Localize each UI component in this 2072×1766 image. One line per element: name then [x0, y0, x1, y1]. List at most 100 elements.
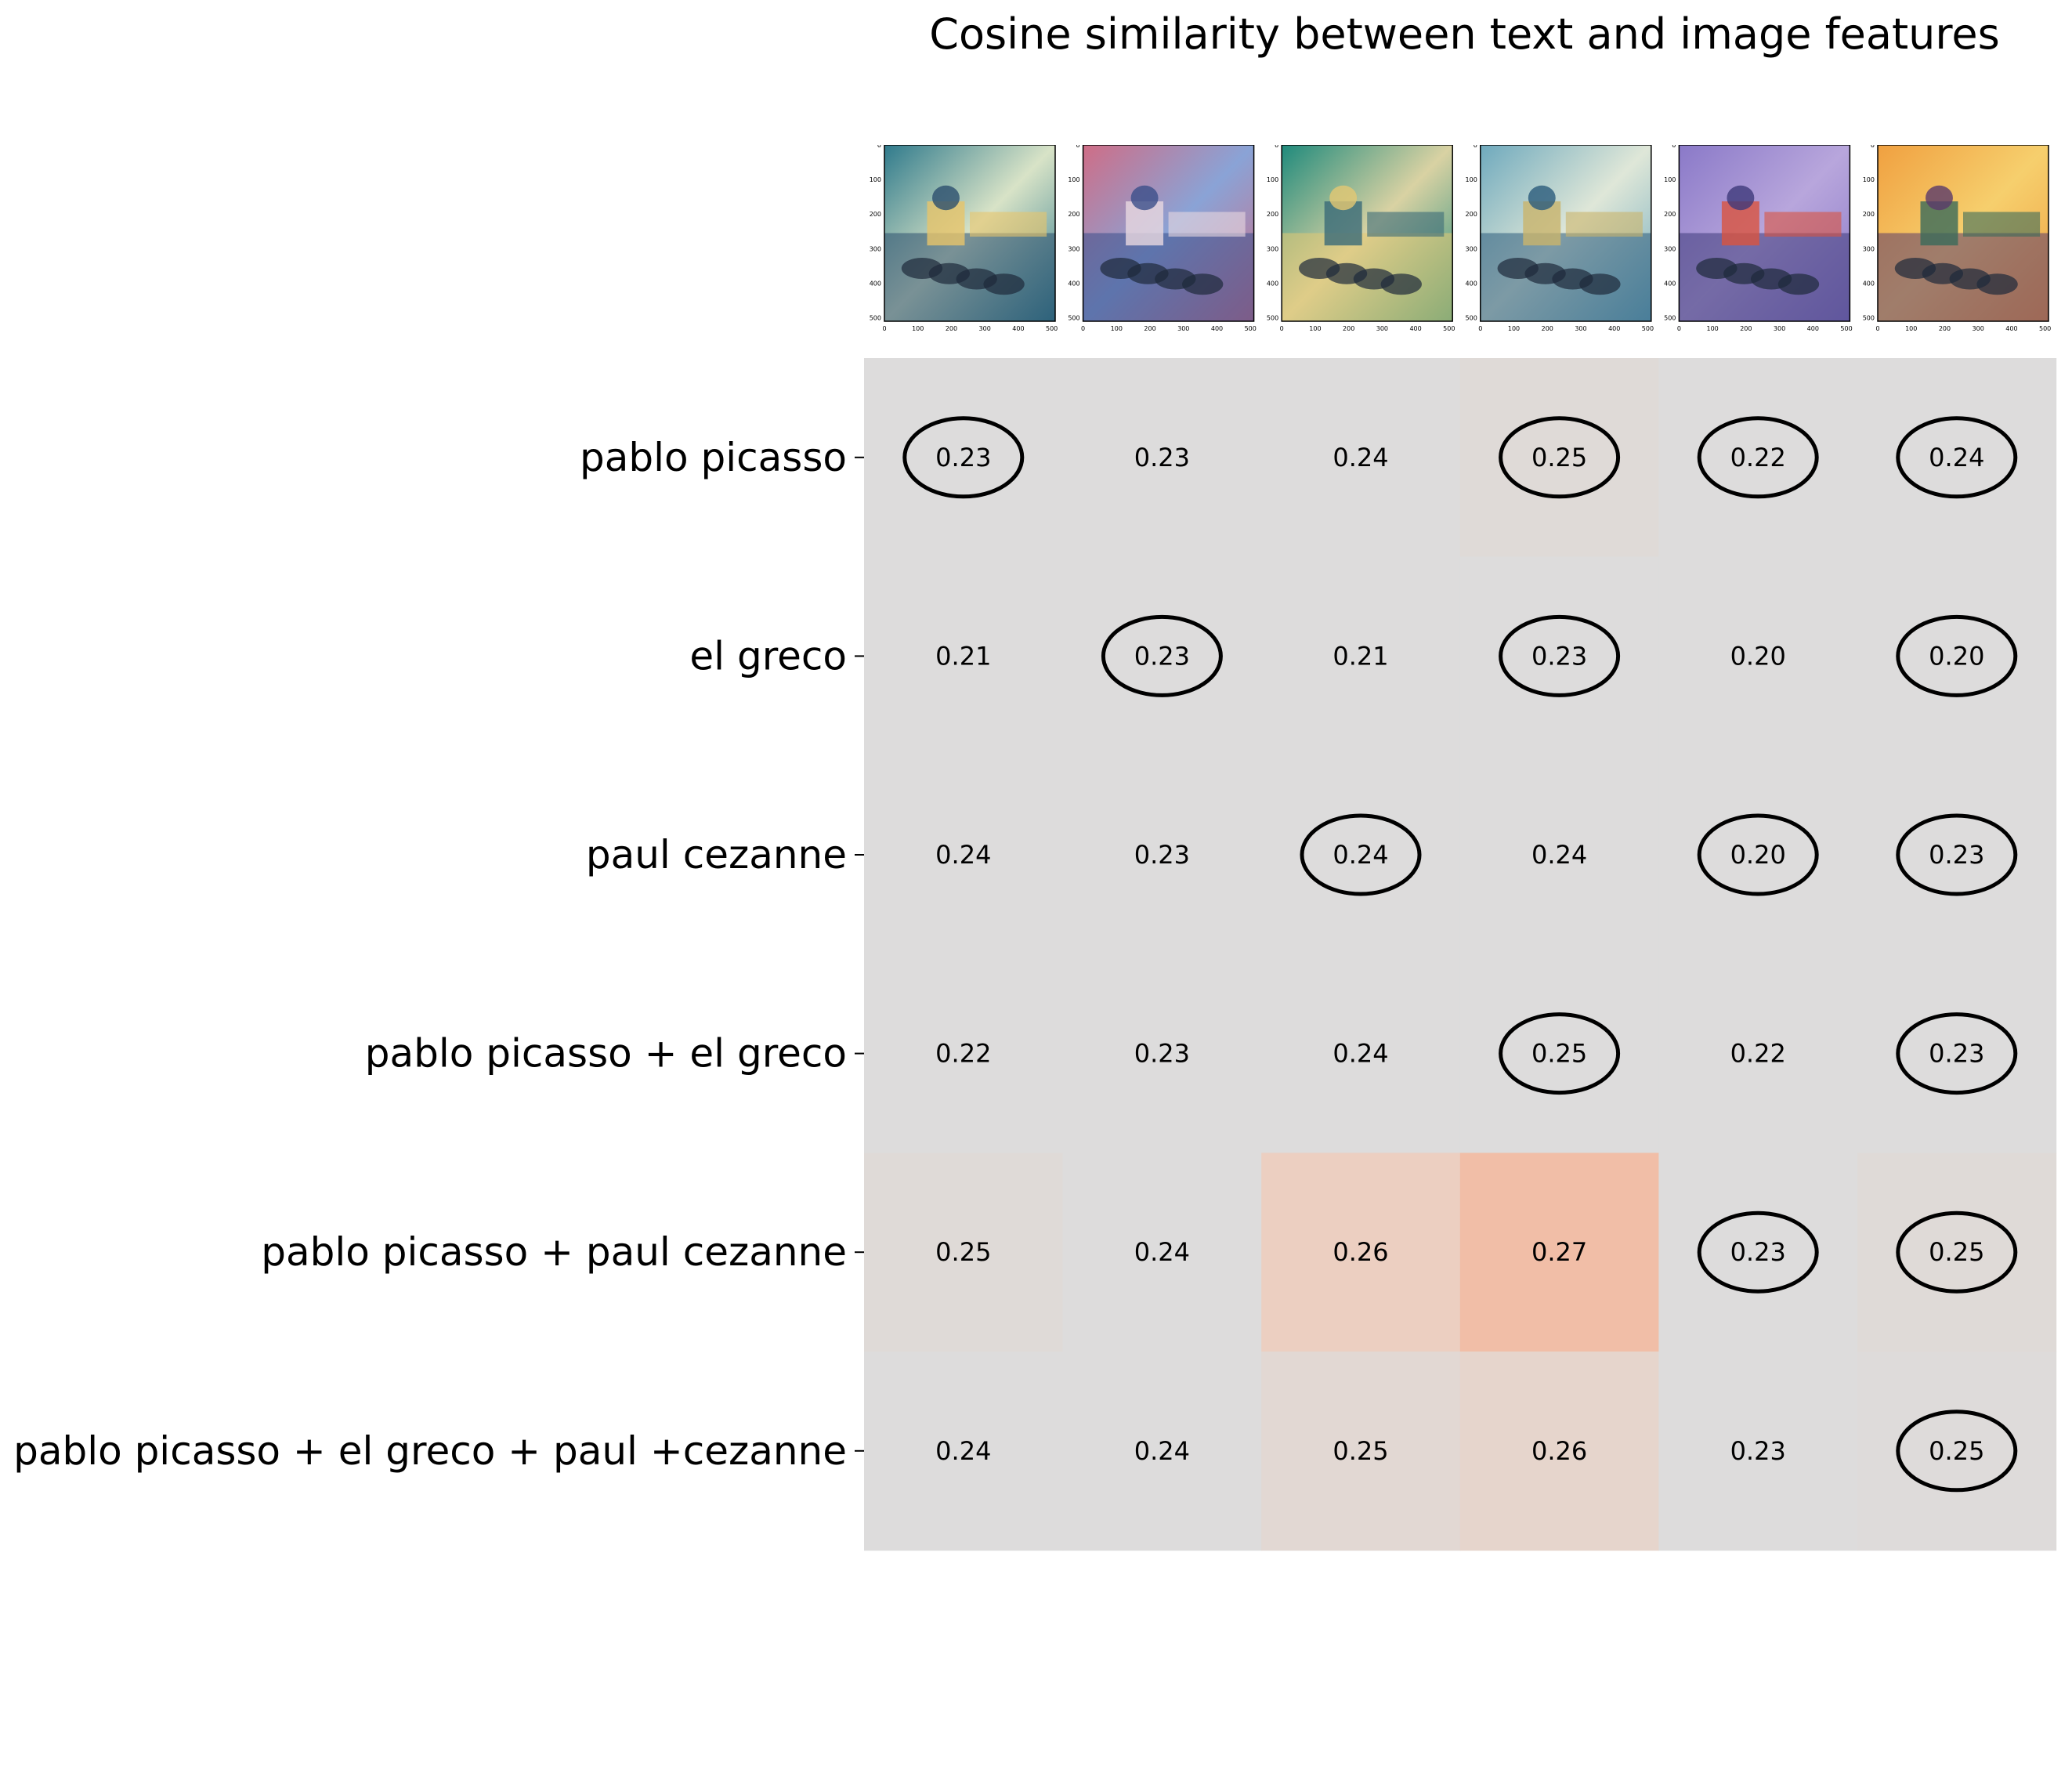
thumb-y-tick: 200 [1068, 211, 1079, 218]
thumbnail-frame [1877, 145, 2049, 322]
chart-title: Cosine similarity between text and image… [929, 9, 2000, 59]
heatmap-cell-2-2 [1261, 755, 1461, 955]
heatmap-cell-2-5 [1857, 755, 2057, 955]
highlight-ellipse-0-3 [1499, 416, 1621, 499]
thumb-x-tick: 400 [1409, 325, 1421, 332]
thumbnail-frame [1281, 145, 1453, 322]
thumb-x-tick: 0 [1280, 325, 1284, 332]
painting-dome [1528, 185, 1556, 211]
painting-houses [1565, 212, 1643, 237]
cell-value-label-4-2: 0.26 [1333, 1237, 1388, 1267]
cell-value-label-0-2: 0.24 [1333, 443, 1388, 472]
heatmap-cell-2-1 [1062, 755, 1262, 955]
thumb-x-tick: 400 [1807, 325, 1819, 332]
thumb-y-tick: 200 [1863, 211, 1875, 218]
heatmap-cell-5-0 [864, 1352, 1064, 1551]
cell-value-label-5-1: 0.24 [1134, 1436, 1190, 1466]
thumbnail-image-1: 0 0 100 100 200 200 300 300 400 400 500 500 [870, 145, 1058, 332]
thumb-y-tick: 300 [1466, 245, 1477, 252]
heatmap-cell-0-4 [1658, 358, 1858, 558]
thumb-y-tick: 200 [1466, 211, 1477, 218]
thumb-y-tick: 400 [1664, 280, 1676, 287]
thumb-y-tick: 500 [1863, 315, 1875, 322]
heatmap-cell-2-0 [864, 755, 1064, 955]
cell-value-label-2-3: 0.24 [1531, 840, 1587, 870]
heatmap-cell-3-1 [1062, 954, 1262, 1153]
thumb-y-tick: 300 [1267, 245, 1278, 252]
cell-value-label-5-2: 0.25 [1333, 1436, 1388, 1466]
cell-value-label-4-1: 0.24 [1134, 1237, 1190, 1267]
thumb-x-tick: 400 [1211, 325, 1223, 332]
thumbnail-image-4: 0 0 100 100 200 200 300 300 400 400 500 500 [1466, 145, 1654, 332]
thumb-y-tick: 0 [1672, 145, 1676, 149]
painting-dome [1329, 185, 1358, 211]
cell-value-label-1-0: 0.21 [935, 641, 991, 671]
cell-value-label-3-0: 0.22 [935, 1039, 991, 1069]
cell-value-label-5-4: 0.23 [1730, 1436, 1786, 1466]
heatmap-cell-2-3 [1459, 755, 1659, 955]
thumb-y-tick: 200 [870, 211, 881, 218]
cell-value-label-1-2: 0.21 [1333, 641, 1388, 671]
heatmap-cell-5-1 [1062, 1352, 1262, 1551]
thumb-y-tick: 500 [1267, 315, 1278, 322]
cell-value-label-3-4: 0.22 [1730, 1039, 1786, 1069]
highlight-ellipse-2-2 [1300, 813, 1422, 896]
cell-value-label-3-2: 0.24 [1333, 1039, 1388, 1069]
thumb-x-tick: 200 [946, 325, 957, 332]
thumb-x-tick: 100 [1309, 325, 1321, 332]
cell-value-label-1-4: 0.20 [1730, 641, 1786, 671]
highlight-ellipse-1-1 [1101, 614, 1223, 697]
painting-gondola [983, 273, 1025, 295]
heatmap-cell-1-0 [864, 556, 1064, 756]
thumb-y-tick: 300 [1068, 245, 1079, 252]
heatmap-cell-5-2 [1261, 1352, 1461, 1551]
heatmap-cell-3-0 [864, 954, 1064, 1153]
highlight-ellipse-2-4 [1697, 813, 1819, 896]
heatmap-cell-4-0 [864, 1153, 1064, 1352]
heatmap-cell-0-1 [1062, 358, 1262, 558]
cell-value-label-1-3: 0.23 [1531, 641, 1587, 671]
thumb-x-tick: 200 [1939, 325, 1951, 332]
painting-houses [1367, 212, 1445, 237]
thumb-x-tick: 200 [1343, 325, 1354, 332]
thumbnail-frame [884, 145, 1056, 322]
highlight-ellipse-0-4 [1697, 416, 1819, 499]
cell-value-label-4-5: 0.25 [1929, 1237, 1984, 1267]
thumb-x-tick: 300 [1177, 325, 1189, 332]
painting-houses [1963, 212, 2041, 237]
thumb-y-tick: 100 [1267, 176, 1278, 183]
thumb-y-tick: 400 [1267, 280, 1278, 287]
painting-gondola [1380, 273, 1422, 295]
thumb-y-tick: 0 [877, 145, 881, 149]
thumbnail-image-6: 0 0 100 100 200 200 300 300 400 400 500 500 [1863, 145, 2051, 332]
thumb-y-tick: 100 [1664, 176, 1676, 183]
thumb-y-tick: 200 [1267, 211, 1278, 218]
thumb-y-tick: 0 [1076, 145, 1080, 149]
heatmap-cell-1-3 [1459, 556, 1659, 756]
heatmap-cell-0-0 [864, 358, 1064, 558]
heatmap-cell-4-1 [1062, 1153, 1262, 1352]
thumb-x-tick: 100 [1905, 325, 1917, 332]
cell-value-label-1-5: 0.20 [1929, 641, 1984, 671]
thumb-x-tick: 500 [2039, 325, 2051, 332]
heatmap-cell-2-4 [1658, 755, 1858, 955]
cell-value-label-2-4: 0.20 [1730, 840, 1786, 870]
row-label-4: pablo picasso + paul cezanne [261, 1229, 847, 1275]
thumb-y-tick: 100 [870, 176, 881, 183]
heatmap-cell-3-2 [1261, 954, 1461, 1153]
cell-value-label-2-0: 0.24 [935, 840, 991, 870]
thumbnail-frame [1480, 145, 1652, 322]
painting-gondola [1182, 273, 1224, 295]
thumb-x-tick: 300 [1973, 325, 1984, 332]
thumb-y-tick: 400 [870, 280, 881, 287]
highlight-ellipse-4-4 [1697, 1211, 1819, 1294]
thumb-y-tick: 300 [1863, 245, 1875, 252]
thumb-x-tick: 400 [2005, 325, 2017, 332]
cell-value-label-3-3: 0.25 [1531, 1039, 1587, 1069]
heatmap-cell-1-2 [1261, 556, 1461, 756]
painting-dome [932, 185, 960, 211]
painting-houses [1764, 212, 1842, 237]
thumb-y-tick: 200 [1664, 211, 1676, 218]
cell-value-label-2-5: 0.23 [1929, 840, 1984, 870]
